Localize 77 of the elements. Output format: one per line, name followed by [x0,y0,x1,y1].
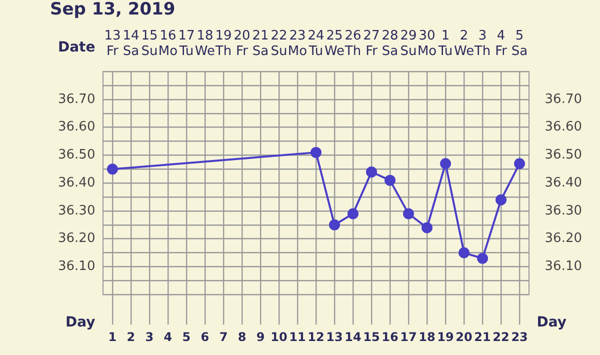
x-tick-label: 3 [145,330,154,344]
y-tick-label: 36.60 [58,120,96,135]
x2-tick-label: 4 Fr [495,28,508,60]
x-tick-label: 16 [382,330,398,344]
point [458,247,470,258]
x2-tick-label: 29 Su [400,28,417,60]
point [496,194,507,206]
x2-tick-label: 19 Th [214,28,232,60]
y2-tick-label: 36.10 [544,259,582,274]
x-tick-label: 9 [256,330,265,344]
x-tick-label: 2 [126,330,136,344]
point [514,158,526,170]
chart-title: Sep 13, 2019 [50,0,176,20]
x2-tick-label: 28 Sa [382,28,398,60]
x-tick-label: 1 [108,330,117,344]
x-tick-label: 11 [289,330,306,344]
x2-tick-label: 17 Tu [178,28,195,60]
y-tick-label: 36.70 [58,92,96,107]
x2-tick-label: 23 Mo [288,28,308,60]
x2-tick-label: 25 We [324,28,345,60]
x-axis-title: Day [536,314,567,330]
x-tick-label: 20 [456,330,472,344]
x-tick-label: 6 [200,330,210,344]
x2-tick-label: 24 Tu [308,28,324,60]
y2-tick-label: 36.40 [544,175,582,190]
y-tick-label: 36.20 [58,231,96,246]
y-tick-label: 36.30 [58,203,96,218]
point [403,208,414,220]
x2-tick-label: 5 Sa [511,28,528,60]
x2-tick-label: 16 Mo [158,28,178,60]
x2-tick-label: 30 Mo [417,28,437,60]
x-tick-label: 15 [363,330,380,344]
x2-tick-label: 2 We [454,28,474,60]
x-tick-label: 22 [492,330,510,344]
y-tick-label: 36.10 [58,259,96,274]
point [477,252,488,264]
x-tick-label: 23 [511,330,528,344]
x2-tick-label: 20 Fr [234,28,250,60]
text: Day [65,314,96,330]
x2-tick-label: 18 We [194,28,216,60]
x2-tick-label: 13 Fr [104,28,121,60]
x2-tick-label: 26 Th [344,28,362,60]
point [422,222,433,234]
y2-tick-label: 36.20 [544,231,582,246]
x2-tick-label: 14 Sa [122,28,140,60]
x-tick-label: 13 [326,330,343,344]
x-tick-label: 4 [164,330,172,344]
x-tick-label: 8 [238,330,246,344]
y2-tick-label: 36.60 [544,120,582,135]
point [384,174,396,186]
y2-tick-label: 36.30 [544,203,582,218]
point [366,166,378,178]
x-tick-label: 19 [437,330,454,344]
point [106,164,118,175]
x-tick-label: 10 [270,330,288,344]
y-tick-label: 36.40 [58,175,96,190]
x-tick-label: 5 [182,330,191,344]
point [440,158,452,170]
x2-tick-label: 1 Tu [437,28,453,60]
x2-tick-label: 21 Sa [252,28,269,60]
x2-tick-label: 3 Th [473,28,491,60]
x-tick-label: 12 [308,330,324,344]
point [329,219,340,230]
x2-tick-label: 15 Su [141,28,158,60]
x2-tick-label: 22 Su [270,28,288,60]
x-tick-label: 14 [344,330,362,344]
y2-tick-label: 36.50 [544,148,582,163]
y-tick-label: 36.50 [58,148,96,163]
x-tick-label: 7 [219,330,228,344]
x-tick-label: 17 [400,330,417,344]
point [310,146,322,158]
x2-tick-label: 27 Fr [363,28,380,60]
x-tick-label: 21 [474,330,491,344]
point [348,208,359,220]
y2-tick-label: 36.70 [544,92,582,107]
x-tick-label: 18 [418,330,436,344]
x2-axis-title: Date [58,40,96,56]
